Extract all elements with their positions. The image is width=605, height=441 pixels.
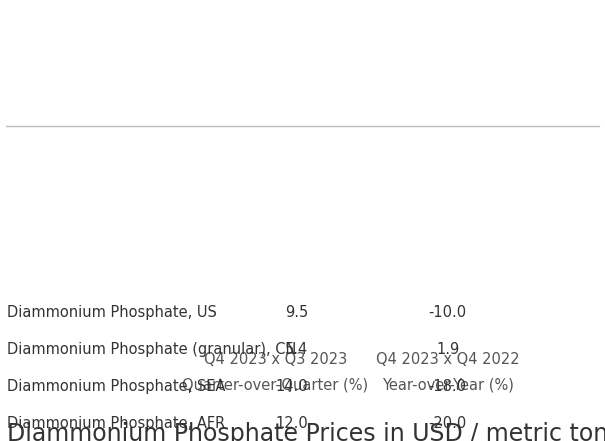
Text: -18.0: -18.0 xyxy=(429,379,466,394)
Text: 5.4: 5.4 xyxy=(286,342,309,357)
Text: Diammonium Phosphate, AFR: Diammonium Phosphate, AFR xyxy=(7,416,226,431)
Text: Quarter-over-Quarter (%): Quarter-over-Quarter (%) xyxy=(182,378,368,393)
Text: 1.9: 1.9 xyxy=(436,342,459,357)
Text: 9.5: 9.5 xyxy=(286,305,309,320)
Text: Diammonium Phosphate, US: Diammonium Phosphate, US xyxy=(7,305,217,320)
Text: -20.0: -20.0 xyxy=(428,416,467,431)
Text: Q4 2023 x Q4 2022: Q4 2023 x Q4 2022 xyxy=(376,352,520,367)
Text: Year-over-Year (%): Year-over-Year (%) xyxy=(382,378,514,393)
Text: 14.0: 14.0 xyxy=(276,379,309,394)
Text: 12.0: 12.0 xyxy=(276,416,309,431)
Text: Q4 2023 x Q3 2023: Q4 2023 x Q3 2023 xyxy=(204,352,347,367)
Text: Diammonium Phosphate Prices in USD / metric ton: Diammonium Phosphate Prices in USD / met… xyxy=(7,422,605,441)
Text: -10.0: -10.0 xyxy=(428,305,467,320)
Text: Diammonium Phosphate (granular), CN: Diammonium Phosphate (granular), CN xyxy=(7,342,296,357)
Text: Diammonium Phosphate, SEA: Diammonium Phosphate, SEA xyxy=(7,379,226,394)
